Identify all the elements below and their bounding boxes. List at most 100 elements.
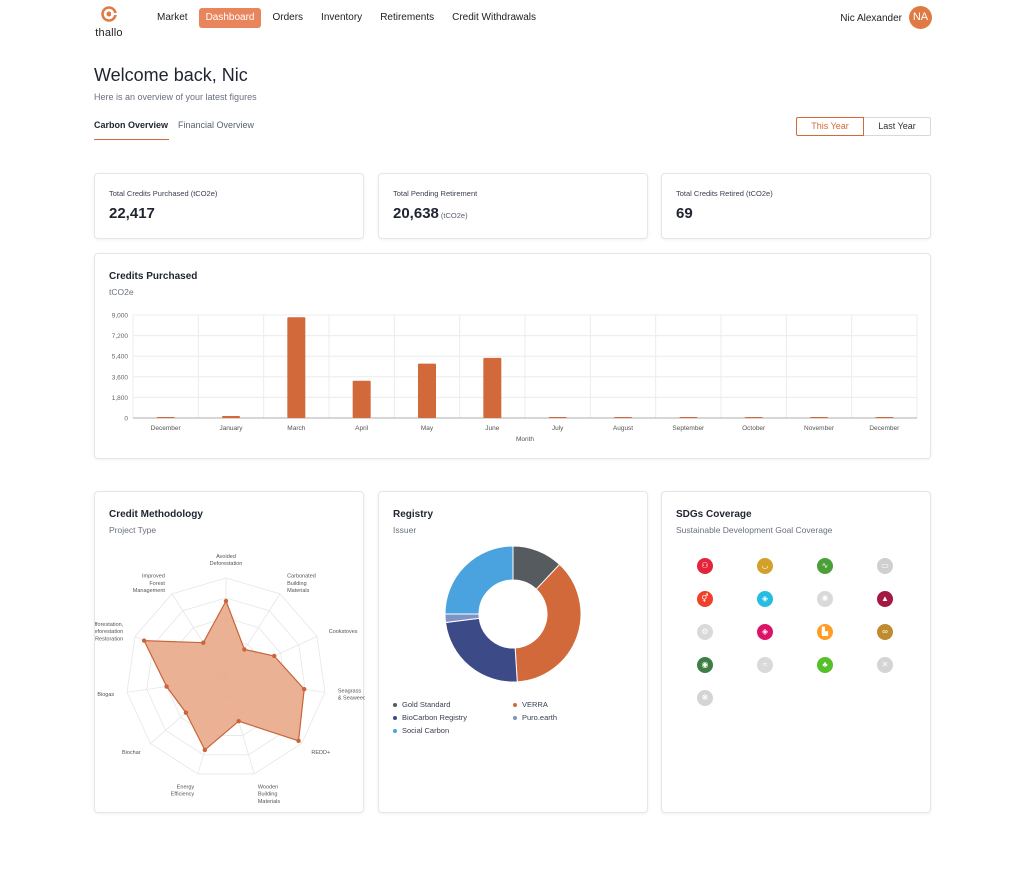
- methodology-subtitle: Project Type: [109, 525, 157, 535]
- bar: [222, 415, 240, 418]
- radar-point: [223, 598, 229, 604]
- growth-chart-icon: ▲: [877, 591, 893, 607]
- legend-dot-icon: [393, 702, 397, 707]
- bar: [614, 417, 632, 418]
- radar-point: [201, 640, 206, 645]
- sun-icon: ✺: [817, 591, 833, 607]
- credit-methodology-card: Credit Methodology Project Type Avoided D…: [94, 491, 365, 813]
- bar: [418, 363, 436, 418]
- radar-axis-label: Energy Efficiency: [171, 784, 195, 797]
- registry-legend: Gold Standard VERRA BioCarbon Registry Puro…: [393, 700, 633, 735]
- x-tick-label: December: [869, 425, 900, 432]
- page-subtitle: Here is an overview of your latest figur…: [94, 92, 257, 102]
- y-tick-label: 0: [124, 416, 128, 423]
- bar: [156, 417, 175, 418]
- credits-purchased-card: Credits Purchased tCO2e 9,000 7,200 5,400 3…: [94, 253, 931, 459]
- heartbeat-icon: ∿: [817, 558, 833, 574]
- legend-dot-icon: [513, 702, 517, 707]
- radar-axis-label: Avoided Deforestation: [210, 554, 243, 567]
- radar-ring: [126, 577, 326, 775]
- bar: [810, 417, 828, 418]
- nav-dashboard[interactable]: Dashboard: [198, 8, 262, 28]
- main-nav: Market Dashboard Orders Inventory Retire…: [150, 8, 543, 28]
- radar-axis-label: Cookstoves: [329, 629, 358, 635]
- bowl-icon: ◡: [757, 558, 773, 574]
- stat-value: 22,417: [109, 205, 155, 222]
- eye-icon: ◉: [697, 657, 713, 673]
- gender-icon: ⚥: [697, 591, 713, 607]
- fish-icon: ≈: [757, 657, 773, 673]
- stat-label: Total Credits Purchased (tCO2e): [109, 189, 218, 198]
- stat-card-pending: Total Pending Retirement 20,638 (tCO2e): [378, 173, 648, 239]
- tree-icon: ♣: [817, 657, 833, 673]
- x-axis-label: Month: [516, 436, 534, 443]
- bar: [744, 417, 763, 418]
- stat-label: Total Credits Retired (tCO2e): [676, 189, 773, 198]
- bar: [875, 417, 894, 418]
- logo-mark-icon: [101, 6, 117, 22]
- radar-area: [143, 599, 305, 751]
- tab-carbon-overview[interactable]: Carbon Overview: [94, 120, 169, 140]
- legend-item[interactable]: Gold Standard: [393, 700, 513, 709]
- legend-item[interactable]: VERRA: [513, 700, 633, 709]
- radar-axis-label: Biogas: [97, 692, 114, 698]
- equality-icon: ◈: [757, 624, 773, 640]
- chart-subtitle: tCO2e: [109, 287, 134, 297]
- x-tick-label: August: [613, 425, 633, 432]
- radar-axis-label: Seagrass& Seaweeds: [338, 688, 365, 701]
- legend-item[interactable]: Puro.earth: [513, 713, 633, 722]
- donut-slice: [514, 563, 582, 683]
- stat-card-purchased: Total Credits Purchased (tCO2e) 22,417: [94, 173, 364, 239]
- user-name[interactable]: Nic Alexander: [840, 13, 902, 24]
- methodology-title: Credit Methodology: [109, 509, 203, 520]
- x-tick-label: July: [552, 425, 564, 432]
- people-icon: ⚇: [697, 558, 713, 574]
- nav-retirements[interactable]: Retirements: [380, 12, 435, 23]
- legend-item[interactable]: BioCarbon Registry: [393, 713, 513, 722]
- stat-value: 20,638 (tCO2e): [393, 205, 468, 222]
- sdg-title: SDGs Coverage: [676, 509, 752, 520]
- radar-ring: [146, 597, 306, 756]
- x-tick-label: June: [485, 425, 499, 432]
- this-year-button[interactable]: This Year: [796, 117, 864, 136]
- radar-point: [141, 638, 147, 643]
- legend-label: VERRA: [522, 700, 548, 709]
- thallo-logo[interactable]: thallo: [94, 6, 124, 39]
- x-tick-label: December: [151, 425, 182, 432]
- radar-point: [242, 647, 247, 652]
- radar-point: [301, 687, 307, 692]
- radar-axis-label: Biochar: [122, 750, 141, 756]
- y-tick-label: 9,000: [112, 313, 129, 320]
- sdg-coverage-card: SDGs Coverage Sustainable Development Go…: [661, 491, 931, 813]
- legend-label: BioCarbon Registry: [402, 713, 468, 722]
- gears-icon: ⚙: [697, 624, 713, 640]
- registry-card: Registry Issuer Gold Standard VERRA BioCar…: [378, 491, 648, 813]
- nav-credit-withdrawals[interactable]: Credit Withdrawals: [452, 12, 537, 23]
- credits-bar-chart: 9,000 7,200 5,400 3,600 1,800 0 December Januar…: [112, 313, 918, 443]
- avatar[interactable]: NA: [909, 6, 932, 29]
- book-icon: ▭: [877, 558, 893, 574]
- bar: [679, 417, 698, 418]
- y-tick-label: 3,600: [112, 374, 129, 381]
- infinity-icon: ∞: [877, 624, 893, 640]
- radar-axis-label: Improved Forest Management: [133, 574, 166, 594]
- nav-orders[interactable]: Orders: [272, 12, 304, 23]
- x-tick-label: March: [287, 425, 305, 432]
- radar-point: [164, 684, 169, 689]
- legend-dot-icon: [393, 728, 397, 733]
- legend-label: Social Carbon: [402, 726, 450, 735]
- last-year-button[interactable]: Last Year: [864, 117, 931, 136]
- methodology-radar-chart: Avoided Deforestation Carbonated Building Ma…: [95, 554, 365, 805]
- partnership-icon: ❋: [697, 690, 713, 706]
- nav-market[interactable]: Market: [157, 12, 188, 23]
- dove-icon: ✕: [877, 657, 893, 673]
- y-tick-label: 5,400: [112, 354, 129, 361]
- y-tick-label: 7,200: [112, 333, 129, 340]
- tab-financial-overview[interactable]: Financial Overview: [178, 120, 255, 130]
- nav-inventory[interactable]: Inventory: [321, 12, 363, 23]
- radar-point: [296, 738, 301, 744]
- legend-item[interactable]: Social Carbon: [393, 726, 513, 735]
- bar: [352, 380, 371, 418]
- x-tick-label: May: [421, 425, 434, 432]
- water-drop-icon: ◈: [757, 591, 773, 607]
